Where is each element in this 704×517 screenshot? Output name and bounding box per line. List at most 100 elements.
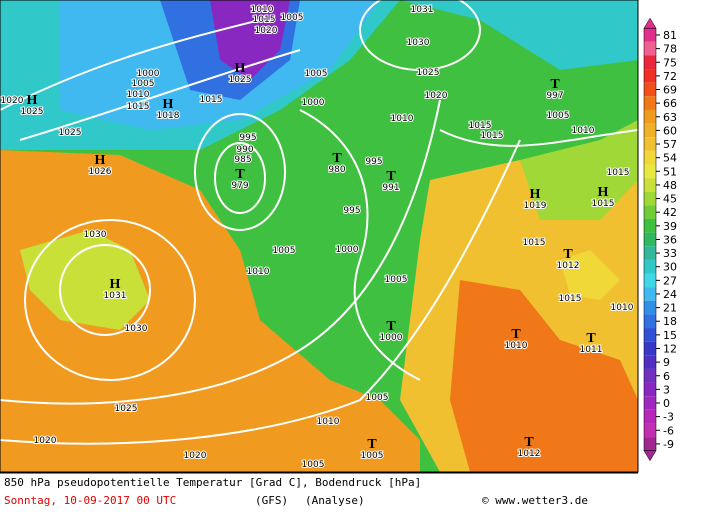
center-symbol: T xyxy=(386,169,396,184)
isobar-label: 1005 xyxy=(273,246,296,256)
color-band xyxy=(644,28,656,42)
isobars xyxy=(0,0,638,445)
isobar-labels: 1010101510201005103110301025102010101015… xyxy=(0,4,635,471)
isobar-label: 1005 xyxy=(385,275,408,285)
colorbar-label: 39 xyxy=(663,220,677,233)
isobar-label: 1020 xyxy=(255,26,278,36)
center-symbol: H xyxy=(110,277,121,292)
colorbar-label: 51 xyxy=(663,165,677,178)
center-symbol: H xyxy=(530,187,541,202)
isobar-label: 1015 xyxy=(253,15,276,25)
isobar-label: 1020 xyxy=(184,451,207,461)
colorbar-label: -3 xyxy=(663,411,674,424)
isobar-label: 1015 xyxy=(127,102,150,112)
color-band xyxy=(644,259,656,274)
center-pressure: 997 xyxy=(546,91,563,101)
color-band xyxy=(644,287,656,301)
color-band xyxy=(644,109,656,124)
color-band xyxy=(644,219,656,233)
isobar-label: 995 xyxy=(365,157,382,167)
isobar-label: 990 xyxy=(236,145,253,155)
center-pressure: 1025 xyxy=(229,75,252,85)
isobar-label: 1005 xyxy=(281,13,304,23)
colorbar-label: 12 xyxy=(663,342,677,355)
color-band xyxy=(644,382,656,397)
center-pressure: 1018 xyxy=(157,111,180,121)
isobar-label: 1010 xyxy=(247,267,270,277)
center-pressure: 1019 xyxy=(524,201,547,211)
isobar-label: 1030 xyxy=(125,324,148,334)
isobar-label: 995 xyxy=(239,133,256,143)
colorbar-label: 3 xyxy=(663,383,670,396)
center-symbol: T xyxy=(563,247,573,262)
center-pressure: 1010 xyxy=(505,341,528,351)
isobar-label: 1025 xyxy=(59,128,82,138)
color-band xyxy=(644,178,656,192)
isobar-label: 1010 xyxy=(611,303,634,313)
isobar-label: 1030 xyxy=(407,38,430,48)
colorbar-label: 57 xyxy=(663,138,677,151)
footer-source: © www.wetter3.de xyxy=(482,494,588,507)
footer-model: (GFS) xyxy=(255,494,288,507)
color-band xyxy=(644,368,656,383)
colorbar-label: 78 xyxy=(663,43,677,56)
isobar-label: 1010 xyxy=(317,417,340,427)
color-band xyxy=(644,55,656,70)
color-band xyxy=(644,423,656,438)
colorbar-label: 81 xyxy=(663,29,677,42)
color-band xyxy=(644,314,656,329)
color-band xyxy=(644,164,656,179)
isobar-label: 1020 xyxy=(1,96,24,106)
center-symbol: T xyxy=(367,437,377,452)
isobar-label: 1000 xyxy=(302,98,325,108)
color-band xyxy=(644,246,656,260)
center-symbol: H xyxy=(235,61,246,76)
center-pressure: 1025 xyxy=(21,107,44,117)
color-band xyxy=(644,409,656,424)
isobar-label: 1020 xyxy=(425,91,448,101)
center-pressure: 980 xyxy=(328,165,345,175)
isobar-label: 1015 xyxy=(200,95,223,105)
colorbar-label: 54 xyxy=(663,152,677,165)
colorbar-label: 60 xyxy=(663,124,677,137)
colorbar-label: 69 xyxy=(663,84,677,97)
isobar-label: 1000 xyxy=(137,69,160,79)
isobar-label: 1010 xyxy=(572,126,595,136)
center-symbol: T xyxy=(524,435,534,450)
isobar-label: 1005 xyxy=(305,69,328,79)
colorbar-label: 66 xyxy=(663,97,677,110)
center-symbol: T xyxy=(586,331,596,346)
colorbar-label: 36 xyxy=(663,233,677,246)
isobar-label: 1015 xyxy=(469,121,492,131)
center-symbol: T xyxy=(550,77,560,92)
center-pressure: 1026 xyxy=(89,167,112,177)
colorbar-label: 30 xyxy=(663,261,677,274)
center-pressure: 1005 xyxy=(361,451,384,461)
isobar-label: 1005 xyxy=(366,393,389,403)
isobar-label: 1010 xyxy=(391,114,414,124)
isobar-label: 1015 xyxy=(607,168,630,178)
isobar-label: 1015 xyxy=(523,238,546,248)
isobar-label: 995 xyxy=(343,206,360,216)
colorbar-tip-top xyxy=(643,17,657,29)
color-band xyxy=(644,137,656,151)
center-pressure: 1000 xyxy=(380,333,403,343)
footer-date: Sonntag, 10-09-2017 00 UTC xyxy=(4,494,176,507)
isobar-label: 985 xyxy=(234,155,251,165)
center-symbol: H xyxy=(163,97,174,112)
isobar-label: 1010 xyxy=(127,90,150,100)
colorbar-label: -6 xyxy=(663,424,674,437)
isobar-label: 1030 xyxy=(84,230,107,240)
center-pressure: 1015 xyxy=(592,199,615,209)
center-symbol: H xyxy=(27,93,38,108)
color-band xyxy=(644,150,656,165)
color-band xyxy=(644,191,656,206)
colorbar-label: 72 xyxy=(663,70,677,83)
colorbar-label: 75 xyxy=(663,56,677,69)
center-symbol: H xyxy=(598,185,609,200)
center-pressure: 1012 xyxy=(518,449,541,459)
isobar-label: 1015 xyxy=(559,294,582,304)
colorbar-label: 33 xyxy=(663,247,677,260)
colorbar-label: 15 xyxy=(663,329,677,342)
